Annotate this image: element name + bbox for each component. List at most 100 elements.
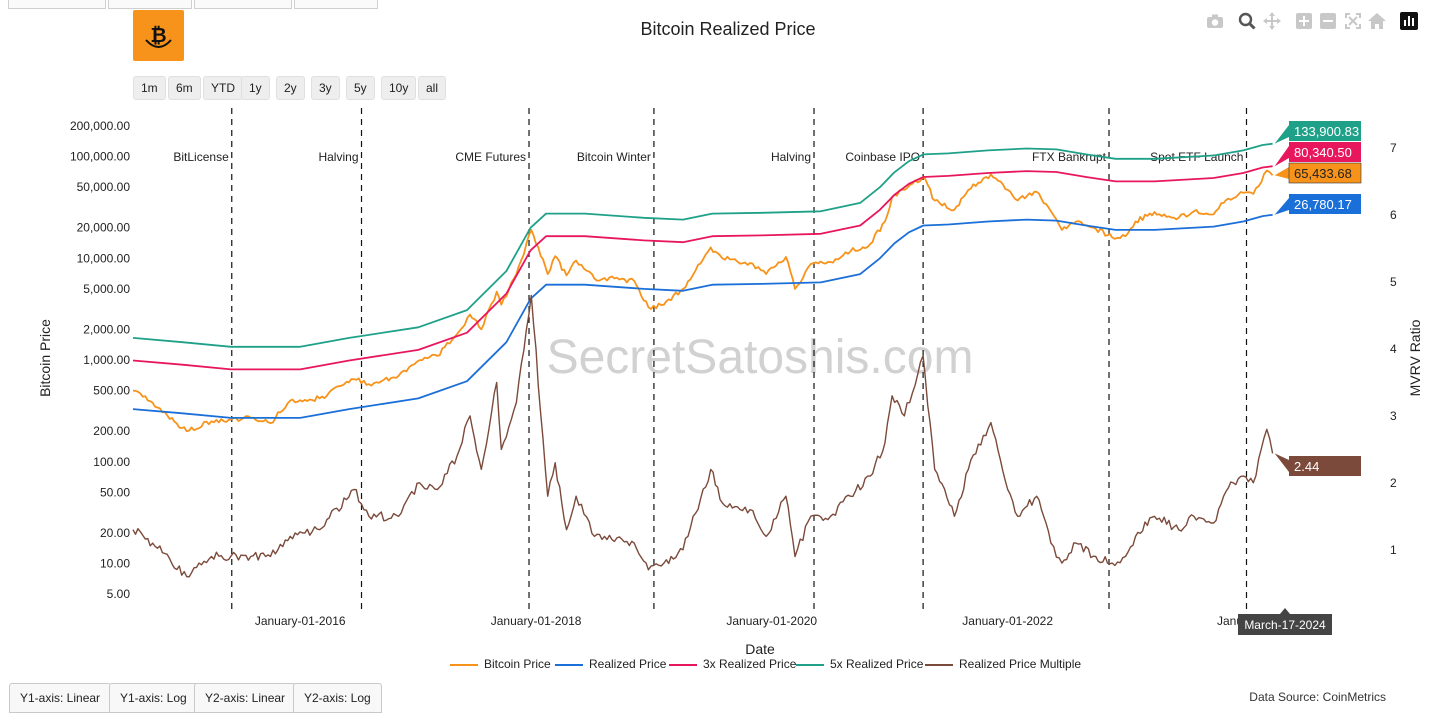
chart-legend: Bitcoin Price Realized Price 3x Realized… bbox=[0, 657, 1456, 677]
end-value-label: 26,780.17 bbox=[1274, 194, 1361, 215]
legend-label: Realized Price Multiple bbox=[959, 657, 1082, 671]
y2-tick-label: 7 bbox=[1390, 141, 1397, 155]
x-tick-label: January-01-2022 bbox=[962, 614, 1053, 628]
zoom-in-icon[interactable] bbox=[1294, 11, 1314, 31]
end-value-text: 26,780.17 bbox=[1294, 197, 1352, 212]
top-tab-edge-4 bbox=[294, 0, 378, 9]
y1-tick-label: 10,000.00 bbox=[77, 251, 131, 265]
hover-date-text: March-17-2024 bbox=[1244, 618, 1326, 632]
y2-tick-label: 4 bbox=[1390, 342, 1397, 356]
y2-linear-button[interactable]: Y2-axis: Linear bbox=[194, 683, 297, 713]
y2-tick-label: 6 bbox=[1390, 208, 1397, 222]
range-button-2y[interactable]: 2y bbox=[276, 76, 305, 100]
annotation-label: Halving bbox=[771, 150, 811, 164]
legend-item-realized-price[interactable]: Realized Price bbox=[555, 657, 666, 671]
pan-icon[interactable] bbox=[1262, 11, 1282, 31]
end-value-label: 2.44 bbox=[1274, 453, 1361, 476]
annotation-label: BitLicense bbox=[173, 150, 229, 164]
end-value-label: 65,433.68 bbox=[1274, 162, 1362, 184]
legend-label: Realized Price bbox=[589, 657, 667, 671]
end-value-text: 65,433.68 bbox=[1294, 166, 1352, 181]
range-button-10y[interactable]: 10y bbox=[381, 76, 417, 100]
end-label-layer: 133,900.83 80,340.50 65,433.68 26,780.17 2.4… bbox=[1274, 121, 1362, 476]
legend-item-realized-price-multiple[interactable]: Realized Price Multiple bbox=[925, 657, 1081, 671]
y2-axis-ticks: 1 2 3 4 5 6 7 bbox=[1390, 141, 1397, 557]
data-source: Data Source: CoinMetrics bbox=[1249, 690, 1386, 704]
chart-title: Bitcoin Realized Price bbox=[640, 19, 816, 39]
y1-tick-label: 200.00 bbox=[93, 424, 130, 438]
svg-text:₿: ₿ bbox=[150, 25, 166, 47]
y1-linear-button[interactable]: Y1-axis: Linear bbox=[9, 683, 112, 713]
x-axis-ticks: January-01-2016 January-01-2018 January-01… bbox=[255, 614, 1054, 628]
camera-icon[interactable] bbox=[1205, 11, 1225, 31]
x-tick-label: January-01-2020 bbox=[726, 614, 817, 628]
y1-tick-label: 1,000.00 bbox=[83, 353, 130, 367]
range-button-1m[interactable]: 1m bbox=[133, 76, 166, 100]
y1-tick-label: 50,000.00 bbox=[77, 180, 131, 194]
y2-axis-title: MVRV Ratio bbox=[1407, 319, 1423, 396]
end-value-label: 133,900.83 bbox=[1274, 121, 1361, 144]
y2-tick-label: 1 bbox=[1390, 543, 1397, 557]
y2-log-button[interactable]: Y2-axis: Log bbox=[293, 683, 382, 713]
series-line-multiple bbox=[132, 294, 1274, 578]
legend-item-5x-realized-price[interactable]: 5x Realized Price bbox=[796, 657, 923, 671]
zoom-icon[interactable] bbox=[1237, 11, 1257, 31]
y1-tick-label: 500.00 bbox=[93, 384, 130, 398]
end-value-label: 80,340.50 bbox=[1274, 142, 1361, 167]
top-tab-edge-1 bbox=[8, 0, 106, 9]
y1-tick-label: 5,000.00 bbox=[83, 282, 130, 296]
annotation-label: Coinbase IPO bbox=[845, 150, 920, 164]
bitcoin-logo: ₿ bbox=[133, 10, 184, 61]
top-tab-edge-3 bbox=[194, 0, 292, 9]
x-tick-label: January-01-2018 bbox=[491, 614, 582, 628]
x-axis-title: Date bbox=[745, 641, 775, 657]
annotation-label: FTX Bankrupt bbox=[1032, 150, 1107, 164]
series-line-realized-5x bbox=[132, 142, 1273, 348]
y2-tick-label: 3 bbox=[1390, 409, 1397, 423]
series-line-realized-price bbox=[132, 213, 1273, 419]
autoscale-icon[interactable] bbox=[1343, 11, 1363, 31]
legend-label: 3x Realized Price bbox=[703, 657, 797, 671]
range-button-5y[interactable]: 5y bbox=[346, 76, 375, 100]
home-icon[interactable] bbox=[1367, 11, 1387, 31]
zoom-out-icon[interactable] bbox=[1318, 11, 1338, 31]
top-tab-edge-2 bbox=[108, 0, 192, 9]
y1-tick-label: 20,000.00 bbox=[77, 221, 131, 235]
series-layer bbox=[132, 142, 1274, 578]
x-tick-label: January-01-2016 bbox=[255, 614, 346, 628]
range-button-3y[interactable]: 3y bbox=[311, 76, 340, 100]
legend-label: 5x Realized Price bbox=[830, 657, 924, 671]
legend-item-3x-realized-price[interactable]: 3x Realized Price bbox=[669, 657, 796, 671]
hover-date-partial: Janu bbox=[1217, 614, 1243, 628]
logo-icon[interactable] bbox=[1399, 11, 1419, 31]
range-button-6m[interactable]: 6m bbox=[168, 76, 201, 100]
y1-tick-label: 5.00 bbox=[107, 587, 131, 601]
series-line-realized-3x bbox=[132, 165, 1273, 371]
range-button-1y[interactable]: 1y bbox=[241, 76, 270, 100]
annotation-label: CME Futures bbox=[455, 150, 526, 164]
annotation-label: Bitcoin Winter bbox=[577, 150, 651, 164]
end-value-text: 2.44 bbox=[1294, 459, 1319, 474]
y1-tick-label: 100,000.00 bbox=[70, 150, 130, 164]
y1-tick-label: 50.00 bbox=[100, 485, 130, 499]
hover-date-label: Janu March-17-2024 bbox=[1217, 608, 1332, 635]
y1-tick-label: 100.00 bbox=[93, 455, 130, 469]
bitcoin-logo-icon: ₿ bbox=[143, 20, 174, 51]
legend-item-bitcoin-price[interactable]: Bitcoin Price bbox=[450, 657, 551, 671]
y2-tick-label: 2 bbox=[1390, 476, 1397, 490]
annotation-layer: BitLicense Halving CME Futures Bitcoin Wint… bbox=[173, 108, 1248, 610]
watermark: SecretSatoshis.com bbox=[547, 331, 974, 384]
y1-axis-title: Bitcoin Price bbox=[37, 319, 53, 397]
y1-axis-ticks: 5.00 10.00 20.00 50.00 100.00 200.00 500.00 1,0… bbox=[70, 119, 130, 601]
y1-tick-label: 200,000.00 bbox=[70, 119, 130, 133]
legend-label: Bitcoin Price bbox=[484, 657, 551, 671]
y1-log-button[interactable]: Y1-axis: Log bbox=[109, 683, 198, 713]
end-value-text: 80,340.50 bbox=[1294, 145, 1352, 160]
series-line-bitcoin-price bbox=[132, 169, 1274, 433]
annotation-label: Halving bbox=[318, 150, 358, 164]
y1-tick-label: 10.00 bbox=[100, 557, 130, 571]
y1-tick-label: 2,000.00 bbox=[83, 322, 130, 336]
range-button-all[interactable]: all bbox=[418, 76, 447, 100]
range-button-ytd[interactable]: YTD bbox=[203, 76, 243, 100]
